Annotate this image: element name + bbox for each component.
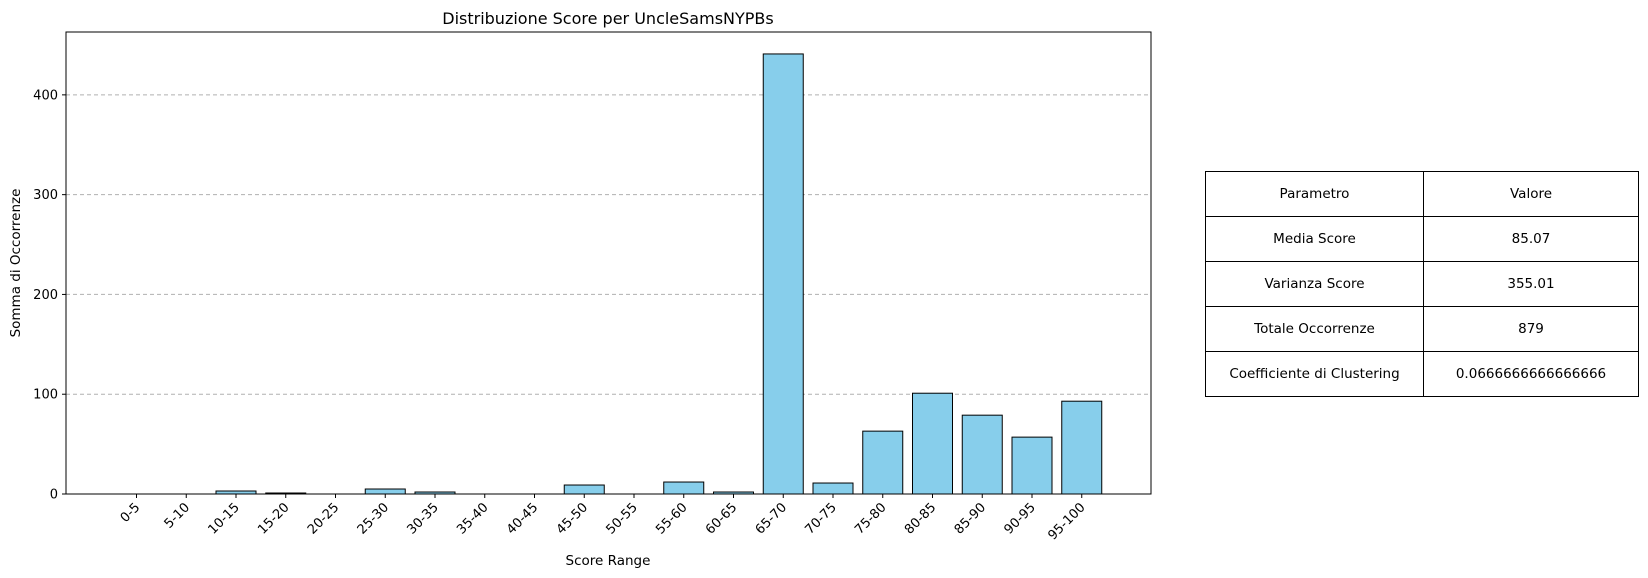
bar xyxy=(1061,400,1103,495)
value-cell: 0.0666666666666666 xyxy=(1423,351,1639,397)
x-tick-label: 95-100 xyxy=(1045,500,1088,543)
x-axis-ticks: 0-5 5-10 10-15 15-20 20-25 25-30 30-35 35-40 40-… xyxy=(118,494,1089,543)
y-tick-label: 400 xyxy=(33,88,58,103)
bar xyxy=(912,392,953,495)
x-tick-label: 5-10 xyxy=(162,500,193,531)
y-tick-label: 0 xyxy=(50,488,58,503)
x-axis-label: Score Range xyxy=(566,553,651,569)
table-row: Varianza Score 355.01 xyxy=(1205,261,1639,307)
stats-table: Parametro Valore Media Score 85.07 Varia… xyxy=(1205,171,1639,397)
bar xyxy=(961,414,1003,495)
grid-lines xyxy=(66,94,1151,395)
x-tick-label: 15-20 xyxy=(255,500,292,537)
param-cell: Coefficiente di Clustering xyxy=(1205,351,1424,397)
table-row: Coefficiente di Clustering 0.06666666666… xyxy=(1205,351,1639,397)
bar xyxy=(1011,436,1053,495)
x-tick-label: 20-25 xyxy=(305,500,342,537)
y-axis-ticks: 0 100 200 300 400 xyxy=(33,88,66,503)
param-cell: Varianza Score xyxy=(1205,261,1424,307)
x-tick-label: 70-75 xyxy=(803,500,840,537)
bars xyxy=(215,53,1103,495)
bar xyxy=(663,481,705,495)
y-tick-label: 300 xyxy=(33,188,58,203)
value-cell: 85.07 xyxy=(1423,216,1639,262)
table-header-row: Parametro Valore xyxy=(1205,171,1639,217)
x-tick-label: 60-65 xyxy=(703,500,740,537)
bar xyxy=(762,53,804,495)
value-cell: 879 xyxy=(1423,306,1639,352)
x-tick-label: 35-40 xyxy=(454,500,491,537)
table-row: Media Score 85.07 xyxy=(1205,216,1639,262)
x-tick-label: 75-80 xyxy=(852,500,889,537)
param-cell: Totale Occorrenze xyxy=(1205,306,1424,352)
y-tick-label: 200 xyxy=(33,288,58,303)
x-tick-label: 10-15 xyxy=(206,500,243,537)
x-tick-label: 25-30 xyxy=(355,500,392,537)
x-tick-label: 65-70 xyxy=(753,500,790,537)
x-tick-label: 85-90 xyxy=(952,500,989,537)
x-tick-label: 50-55 xyxy=(604,500,641,537)
x-tick-label: 45-50 xyxy=(554,500,591,537)
header-valore: Valore xyxy=(1423,171,1639,217)
x-tick-label: 90-95 xyxy=(1002,500,1039,537)
header-parametro: Parametro xyxy=(1205,171,1424,217)
x-tick-label: 80-85 xyxy=(902,500,939,537)
value-cell: 355.01 xyxy=(1423,261,1639,307)
y-axis-label: Somma di Occorrenze xyxy=(8,189,24,338)
plot-frame xyxy=(65,31,1152,495)
x-tick-label: 0-5 xyxy=(118,500,144,526)
x-tick-label: 55-60 xyxy=(653,500,690,537)
bar xyxy=(812,482,854,495)
bar xyxy=(862,430,904,495)
bar xyxy=(364,488,406,495)
y-tick-label: 100 xyxy=(33,388,58,403)
x-tick-label: 40-45 xyxy=(504,500,541,537)
x-tick-label: 30-35 xyxy=(405,500,442,537)
chart-title: Distribuzione Score per UncleSamsNYPBs xyxy=(442,9,773,28)
param-cell: Media Score xyxy=(1205,216,1424,262)
bar xyxy=(563,484,605,495)
table-row: Totale Occorrenze 879 xyxy=(1205,306,1639,352)
